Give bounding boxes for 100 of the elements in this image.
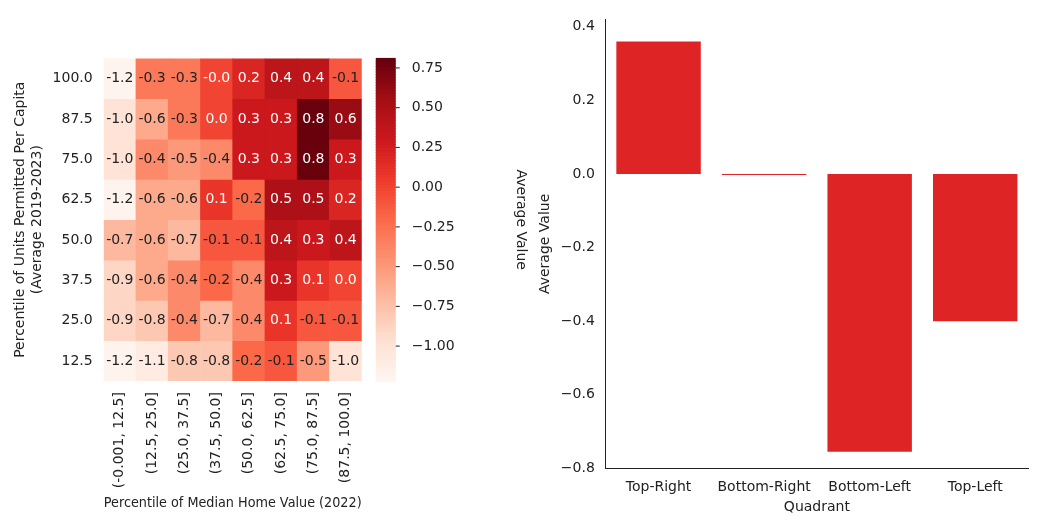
x-tick-label: (62.5, 75.0]	[271, 392, 288, 475]
data-label: -0.6	[138, 270, 166, 287]
data-label: -0.1	[299, 311, 328, 328]
data-label: -0.3	[170, 109, 198, 126]
data-label: -0.6	[138, 230, 166, 247]
data-label: -0.4	[138, 149, 166, 166]
data-label: -0.8	[138, 311, 166, 328]
data-label: -1.2	[106, 69, 134, 86]
data-label: -0.3	[170, 69, 198, 86]
data-label: -0.4	[170, 311, 199, 328]
data-label: 0.2	[334, 190, 357, 207]
data-label: -0.7	[106, 230, 134, 247]
data-label: 0.3	[269, 109, 293, 126]
data-label: -0.4	[170, 270, 199, 287]
data-label: 0.5	[269, 190, 293, 207]
y-tick-label: −0.4	[560, 311, 595, 328]
data-label: 0.0	[205, 109, 228, 126]
data-label: -0.6	[138, 109, 166, 126]
y-tick-label: 62.5	[61, 190, 93, 207]
x-tick-label: (37.5, 50.0]	[207, 392, 224, 475]
x-tick-label: Top-Left	[946, 478, 1004, 495]
data-label: -1.0	[106, 109, 134, 126]
data-label: -0.2	[202, 270, 231, 287]
color-bar-label: 0.75	[411, 58, 443, 75]
data-label: -1.0	[331, 351, 360, 368]
data-label: -0.4	[235, 311, 263, 328]
x-axis-title: Percentile of Median Home Value (2022)	[103, 494, 362, 511]
data-label: -0.7	[202, 311, 231, 328]
data-label: -0.1	[267, 351, 295, 368]
data-label: 0.3	[302, 230, 325, 247]
y-tick-label: 50.0	[61, 230, 93, 247]
data-label: 0.3	[237, 109, 260, 126]
data-label: -0.3	[138, 69, 166, 86]
data-label: 0.8	[302, 109, 325, 126]
color-bar-label: −1.00	[411, 336, 455, 353]
y-tick-label: 75.0	[61, 149, 93, 166]
data-label: -1.0	[106, 149, 134, 166]
y-tick-label: 0.2	[572, 91, 595, 108]
color-bar-label: −0.50	[411, 257, 455, 274]
color-bar-label: −0.25	[411, 217, 455, 234]
x-tick-label: Bottom-Left	[828, 478, 912, 495]
data-label: -1.2	[106, 190, 134, 207]
y-tick-label: 37.5	[61, 270, 93, 287]
data-label: -0.8	[170, 351, 198, 368]
y-tick-label: −0.8	[560, 459, 595, 476]
data-label: 0.6	[334, 109, 357, 126]
y-axis-title: Average Value	[536, 193, 553, 295]
data-label: 0.4	[269, 69, 293, 86]
y-tick-label: 0.4	[572, 17, 595, 34]
data-label: 0.3	[269, 149, 293, 166]
x-tick-label: Top-Right	[624, 478, 692, 495]
data-label: -0.8	[202, 351, 231, 368]
data-label: 0.4	[302, 69, 325, 86]
color-bar-label: 0.00	[411, 177, 443, 194]
x-tick-label: Bottom-Right	[717, 478, 812, 495]
data-label: -0.9	[106, 270, 134, 287]
x-tick-label: (50.0, 62.5]	[239, 392, 256, 475]
data-label: -0.2	[235, 351, 263, 368]
data-label: -1.2	[106, 351, 134, 368]
y-tick-label: 25.0	[61, 311, 93, 328]
data-label: -1.1	[138, 351, 166, 368]
data-label: -0.1	[202, 230, 231, 247]
data-label: -0.6	[170, 190, 199, 207]
data-label: 0.2	[237, 69, 260, 86]
data-label: -0.4	[202, 149, 231, 166]
data-label: -0.1	[331, 311, 360, 328]
y-tick-label: −0.2	[560, 238, 595, 255]
data-label: 0.4	[334, 230, 357, 247]
data-label: -0.1	[235, 230, 263, 247]
data-label: 0.5	[302, 190, 325, 207]
data-label: -0.6	[138, 190, 166, 207]
y-tick-label: 12.5	[61, 351, 93, 368]
y-tick-label: 0.0	[572, 164, 595, 181]
data-label: 0.1	[302, 270, 325, 287]
data-label: 0.3	[237, 149, 260, 166]
data-label: -0.5	[299, 351, 328, 368]
x-tick-label: (87.5, 100.0]	[336, 392, 353, 484]
data-label: 0.3	[269, 270, 293, 287]
data-label: -0.4	[235, 270, 263, 287]
data-label: 0.0	[334, 270, 357, 287]
data-label: -0.1	[331, 69, 360, 86]
data-label: 0.3	[334, 149, 357, 166]
color-bar-label: 0.25	[411, 138, 443, 155]
color-bar-label: 0.50	[411, 98, 443, 115]
x-tick-label: (75.0, 87.5]	[304, 392, 320, 475]
data-label: -0.7	[170, 230, 198, 247]
data-label: 0.1	[205, 190, 228, 207]
data-label: -0.5	[170, 149, 198, 166]
data-label: 0.1	[269, 311, 293, 328]
x-tick-label: (-0.001, 12.5]	[110, 392, 127, 489]
x-tick-label: (25.0, 37.5]	[174, 392, 191, 475]
color-bar-label: −0.75	[411, 297, 455, 314]
y-tick-label: 87.5	[61, 109, 93, 126]
x-axis-title: Quadrant	[783, 498, 851, 515]
data-label: -0.9	[106, 311, 134, 328]
color-bar-title: Average Value	[513, 169, 530, 270]
y-tick-label: −0.6	[560, 385, 595, 402]
data-label: -0.0	[202, 69, 231, 86]
y-tick-label: 100.0	[52, 69, 93, 86]
data-label: 0.4	[269, 230, 293, 247]
